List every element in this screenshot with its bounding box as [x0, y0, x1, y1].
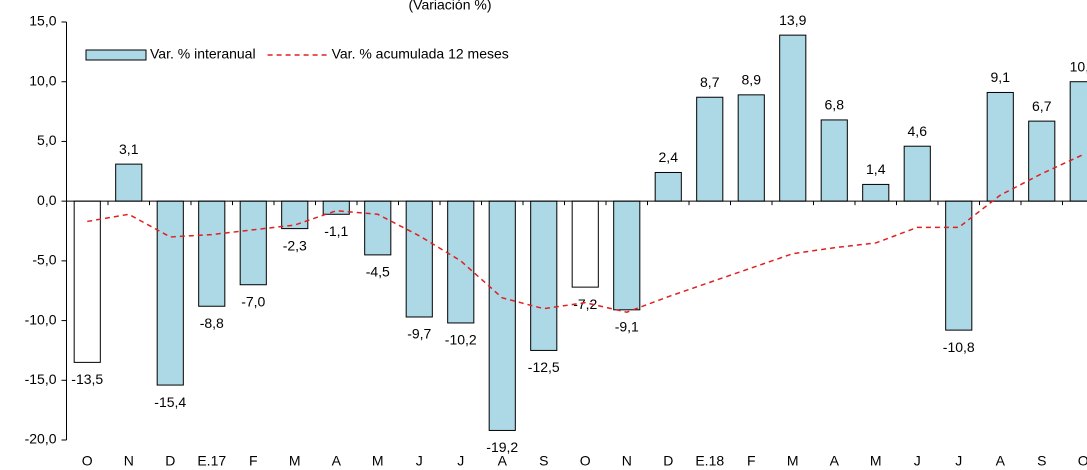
- bar: [73, 200, 101, 363]
- x-tick-label: F: [747, 453, 756, 469]
- x-tick-label: S: [539, 453, 548, 469]
- x-tick-label: O: [82, 453, 93, 469]
- x-tick-label: E.17: [197, 453, 226, 469]
- data-label: 2,4: [659, 149, 679, 165]
- bar: [613, 200, 641, 311]
- x-tick-label: J: [457, 453, 464, 469]
- x-tick-label: F: [249, 453, 258, 469]
- data-label: -1,1: [324, 223, 348, 239]
- y-tick-label: 5,0: [37, 132, 57, 148]
- x-tick-label: M: [289, 453, 301, 469]
- data-label: 1,4: [866, 161, 886, 177]
- x-tick-label: S: [1037, 453, 1046, 469]
- bar: [239, 200, 267, 286]
- data-label: 3,1: [119, 141, 139, 157]
- x-tick-label: D: [165, 453, 175, 469]
- bar: [322, 200, 350, 215]
- bar: [530, 200, 558, 351]
- x-tick-label: M: [870, 453, 882, 469]
- legend-label: Var. % acumulada 12 meses: [332, 46, 509, 62]
- bar: [281, 200, 309, 230]
- x-tick-label: J: [914, 453, 921, 469]
- bar: [986, 91, 1014, 202]
- y-tick-label: 15,0: [29, 13, 56, 29]
- data-label: 4,6: [908, 123, 928, 139]
- y-tick-label: -10,0: [25, 311, 57, 327]
- data-label: 13,9: [779, 12, 806, 28]
- bar: [364, 200, 392, 256]
- x-tick-label: N: [622, 453, 632, 469]
- data-label: 6,7: [1032, 98, 1052, 114]
- x-tick-label: D: [663, 453, 673, 469]
- data-label: 9,1: [991, 69, 1011, 85]
- data-label: -7,2: [573, 296, 597, 312]
- data-label: -12,5: [528, 359, 560, 375]
- legend-swatch: [85, 49, 147, 61]
- line: [87, 153, 1084, 313]
- x-tick-label: E.18: [695, 453, 724, 469]
- x-tick-label: N: [124, 453, 134, 469]
- bar: [737, 94, 765, 202]
- data-label: -4,5: [366, 264, 390, 280]
- y-tick-label: -5,0: [32, 252, 56, 268]
- y-tick-label: -15,0: [25, 371, 57, 387]
- data-label: -7,0: [241, 293, 265, 309]
- x-tick-label: M: [787, 453, 799, 469]
- data-label: -15,4: [154, 394, 186, 410]
- data-label: 10,0: [1070, 58, 1087, 74]
- bar: [820, 119, 848, 202]
- bar: [405, 200, 433, 318]
- data-label: -9,1: [615, 319, 639, 335]
- x-tick-label: O: [1078, 453, 1087, 469]
- y-tick-label: 0,0: [37, 192, 57, 208]
- x-tick-label: A: [498, 453, 508, 469]
- data-label: -13,5: [71, 371, 103, 387]
- data-label: -10,2: [445, 332, 477, 348]
- bar: [654, 171, 682, 202]
- x-tick-label: A: [996, 453, 1006, 469]
- data-label: 8,9: [742, 72, 762, 88]
- bar: [1028, 120, 1056, 202]
- data-label: -8,8: [200, 315, 224, 331]
- x-tick-label: M: [372, 453, 384, 469]
- data-label: -9,7: [407, 326, 431, 342]
- data-label: -10,8: [943, 339, 975, 355]
- x-tick-label: A: [332, 453, 342, 469]
- x-tick-label: A: [830, 453, 840, 469]
- bar: [156, 200, 184, 386]
- bar: [696, 96, 724, 202]
- legend-label: Var. % interanual: [150, 46, 256, 62]
- bar: [447, 200, 475, 324]
- bar: [862, 183, 890, 202]
- data-label: -2,3: [283, 237, 307, 253]
- x-tick-label: J: [955, 453, 962, 469]
- y-tick-label: 10,0: [29, 72, 56, 88]
- data-label: 8,7: [700, 74, 720, 90]
- bar: [488, 200, 516, 431]
- y-tick-label: -20,0: [25, 431, 57, 447]
- bar: [903, 145, 931, 202]
- bar: [1069, 81, 1087, 202]
- x-tick-label: J: [416, 453, 423, 469]
- x-tick-label: O: [580, 453, 591, 469]
- chart-title: (Variación %): [409, 0, 492, 13]
- bar: [571, 200, 599, 288]
- data-label: -19,2: [486, 439, 518, 455]
- data-label: 6,8: [825, 97, 845, 113]
- bar: [198, 200, 226, 307]
- bar: [115, 163, 143, 202]
- bar: [945, 200, 973, 331]
- bar: [779, 34, 807, 202]
